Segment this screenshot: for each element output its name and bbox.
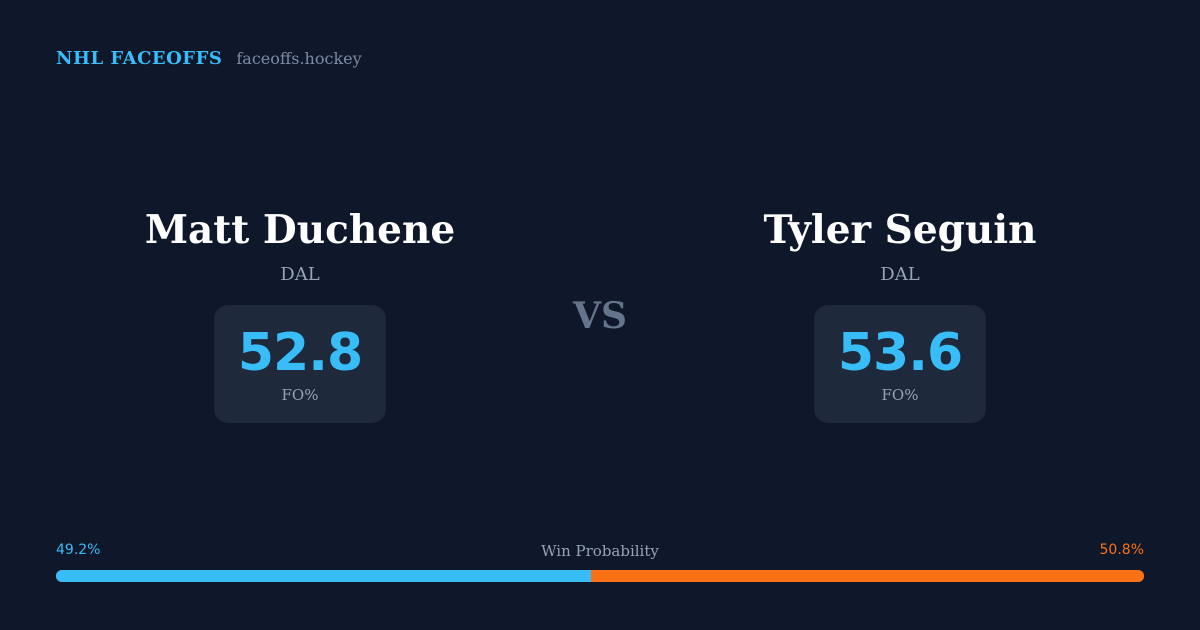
player-name: Matt Duchene [144,207,456,253]
faceoff-percentage-label: FO% [281,386,319,404]
player-team: DAL [280,264,320,285]
stat-box: 52.8 FO% [214,305,386,423]
stat-box: 53.6 FO% [814,305,986,423]
faceoff-percentage-value: 53.6 [837,323,963,383]
win-probability-bar [56,570,1144,582]
versus-label: VS [573,295,627,337]
player-card-left: Matt Duchene DAL 52.8 FO% [50,205,550,423]
win-probability: 49.2% Win Probability 50.8% [56,542,1144,582]
win-probability-labels: 49.2% Win Probability 50.8% [56,542,1144,562]
player-card-right: Tyler Seguin DAL 53.6 FO% [650,205,1150,423]
win-probability-left-segment [56,570,592,582]
win-probability-right-segment [591,570,1144,582]
player-team: DAL [880,264,920,285]
win-probability-right-label: 50.8% [1099,542,1144,558]
brand-title: NHL FACEOFFS [56,48,223,69]
brand-header: NHL FACEOFFS faceoffs.hockey [56,48,362,69]
player-name: Tyler Seguin [763,207,1037,253]
faceoff-percentage-label: FO% [881,386,919,404]
win-probability-title: Win Probability [541,542,659,560]
win-probability-left-label: 49.2% [56,542,101,558]
brand-url: faceoffs.hockey [236,49,362,68]
faceoff-percentage-value: 52.8 [237,323,363,383]
